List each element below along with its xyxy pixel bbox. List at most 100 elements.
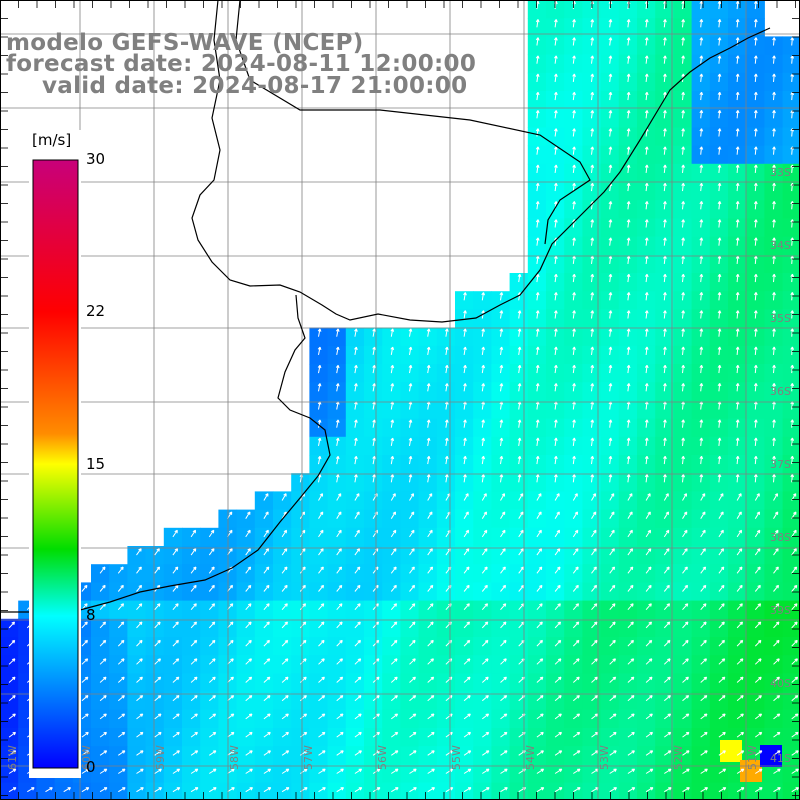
wind-arrow <box>627 639 634 647</box>
wind-arrow <box>536 768 545 774</box>
wind-arrow <box>773 731 781 738</box>
wind-cell <box>564 345 583 365</box>
wind-cell <box>527 364 547 383</box>
wind-cell <box>637 455 656 474</box>
wind-cell <box>728 236 747 256</box>
wind-arrow <box>572 201 576 210</box>
wind-cell <box>546 109 565 128</box>
wind-cell <box>673 54 693 74</box>
wind-cell <box>291 509 310 529</box>
wind-cell <box>655 364 674 383</box>
wind-arrow <box>735 164 740 173</box>
wind-arrow <box>663 73 667 82</box>
wind-cell <box>691 291 711 310</box>
wind-cell <box>746 36 765 56</box>
wind-arrow <box>681 201 685 210</box>
wind-cell <box>564 236 583 256</box>
wind-cell <box>163 564 183 583</box>
wind-arrow <box>753 237 758 246</box>
wind-arrow <box>117 695 125 702</box>
wind-cell <box>382 582 401 602</box>
wind-cell <box>673 527 693 547</box>
wind-arrow <box>500 566 506 574</box>
wind-arrow <box>717 91 722 101</box>
wind-arrow <box>590 219 595 228</box>
colorbar-tick-0: 0 <box>86 758 96 776</box>
wind-cell <box>400 600 420 620</box>
wind-arrow <box>444 364 449 374</box>
wind-cell <box>673 618 693 638</box>
wind-cell <box>309 382 329 401</box>
wind-arrow <box>699 383 704 392</box>
wind-arrow <box>463 695 471 702</box>
wind-cell <box>309 418 329 438</box>
wind-cell <box>655 291 674 310</box>
wind-cell <box>673 491 693 511</box>
wind-arrow <box>535 364 540 374</box>
wind-arrow <box>681 182 685 192</box>
wind-arrow <box>699 455 704 465</box>
wind-arrow <box>463 493 469 501</box>
wind-cell <box>418 509 438 529</box>
wind-cell <box>728 382 747 401</box>
lat-label: 41S <box>770 752 791 765</box>
wind-cell <box>600 527 620 547</box>
wind-arrow <box>117 584 124 592</box>
wind-arrow <box>426 328 431 337</box>
wind-arrow <box>735 474 740 483</box>
wind-arrow <box>626 182 631 192</box>
wind-cell <box>746 163 765 183</box>
wind-cell <box>709 436 729 456</box>
wind-arrow <box>699 164 704 173</box>
wind-arrow <box>717 55 722 64</box>
wind-cell <box>309 327 329 347</box>
wind-cell <box>309 618 329 638</box>
wind-arrow <box>663 658 671 665</box>
wind-arrow <box>772 219 776 228</box>
wind-cell <box>764 145 784 165</box>
wind-cell <box>400 546 420 565</box>
wind-arrow <box>754 695 762 702</box>
wind-cell <box>728 546 747 565</box>
wind-cell <box>746 254 765 274</box>
wind-arrow <box>663 713 672 720</box>
wind-cell <box>600 473 620 492</box>
wind-cell <box>527 36 547 56</box>
wind-cell <box>746 0 765 19</box>
wind-arrow <box>535 273 540 283</box>
wind-arrow <box>754 603 762 611</box>
wind-cell <box>527 564 547 583</box>
wind-arrow <box>99 750 108 756</box>
wind-arrow <box>354 364 358 374</box>
wind-cell <box>691 400 711 420</box>
wind-cell <box>364 436 383 456</box>
wind-arrow <box>500 658 507 665</box>
wind-cell <box>746 527 765 547</box>
wind-arrow <box>664 768 672 774</box>
wind-cell <box>600 0 620 19</box>
wind-cell <box>746 491 765 511</box>
wind-arrow <box>554 566 561 574</box>
wind-cell <box>655 527 674 547</box>
wind-cell <box>618 600 638 620</box>
wind-arrow <box>335 474 340 483</box>
wind-cell <box>400 582 420 602</box>
wind-cell <box>637 0 656 19</box>
wind-cell <box>236 546 256 565</box>
wind-arrow <box>136 566 142 574</box>
wind-arrow <box>208 621 216 629</box>
wind-arrow <box>245 750 253 756</box>
wind-arrow <box>627 713 635 720</box>
wind-arrow <box>626 237 631 246</box>
wind-cell <box>455 382 474 401</box>
wind-cell <box>782 382 800 401</box>
wind-arrow <box>136 548 142 556</box>
wind-arrow <box>753 182 758 192</box>
wind-arrow <box>536 787 545 793</box>
wind-arrow <box>263 676 271 683</box>
wind-cell <box>600 582 620 602</box>
wind-arrow <box>463 603 470 611</box>
wind-cell <box>527 236 547 256</box>
wind-cell <box>436 436 456 456</box>
wind-arrow <box>318 750 326 756</box>
